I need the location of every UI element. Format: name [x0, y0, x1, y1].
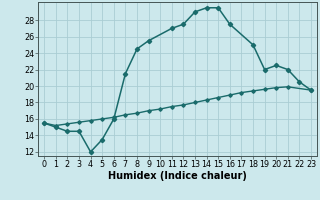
X-axis label: Humidex (Indice chaleur): Humidex (Indice chaleur)	[108, 171, 247, 181]
